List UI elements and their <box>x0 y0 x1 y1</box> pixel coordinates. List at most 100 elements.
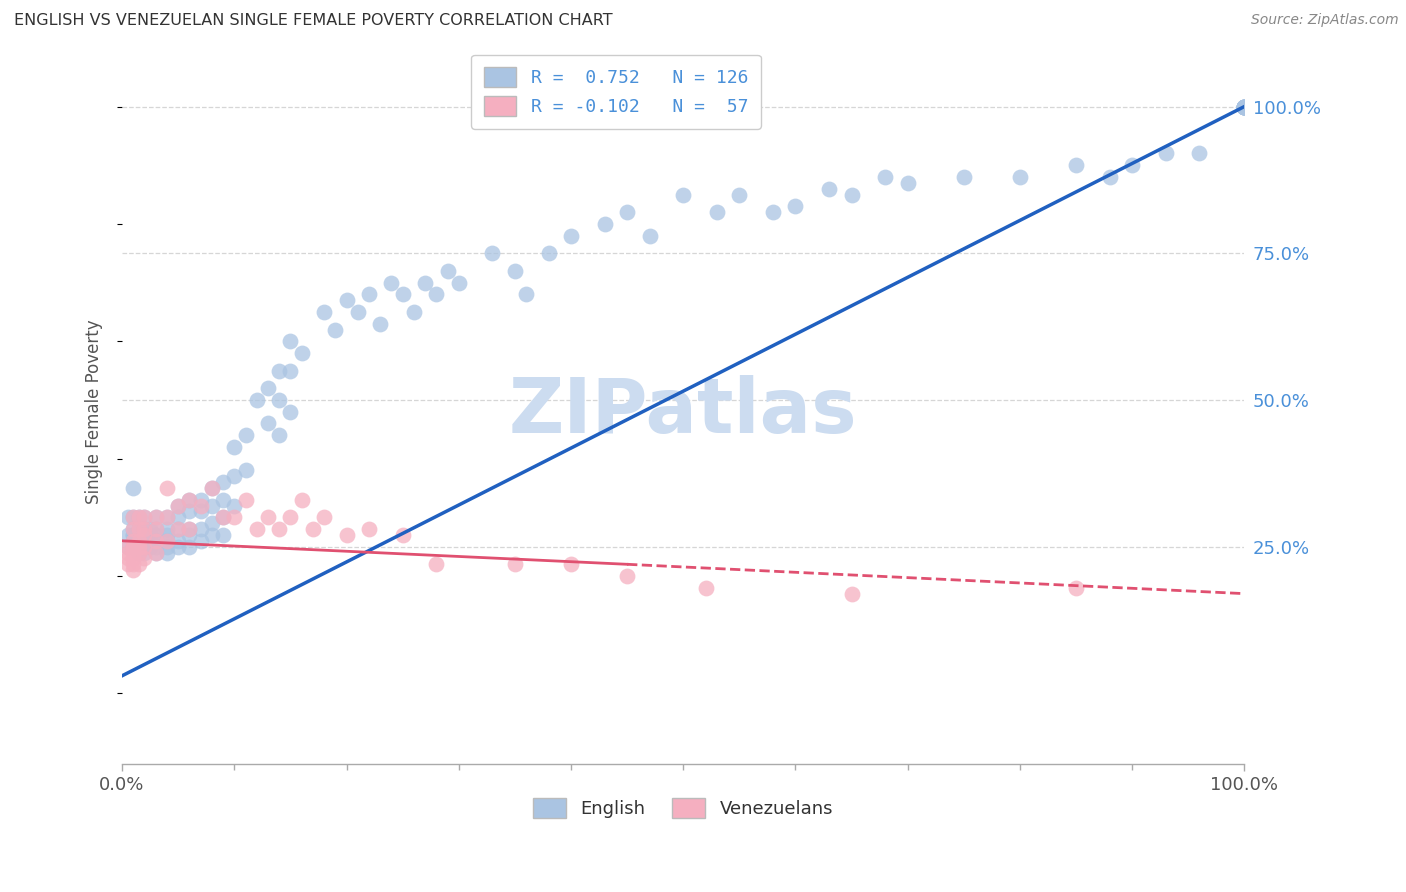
Point <box>357 522 380 536</box>
Point <box>897 176 920 190</box>
Point <box>139 522 162 536</box>
Point <box>1233 99 1256 113</box>
Point <box>122 558 145 572</box>
Point <box>269 392 291 407</box>
Point <box>128 533 150 548</box>
Point <box>167 522 190 536</box>
Point <box>145 533 167 548</box>
Point <box>503 264 526 278</box>
Point <box>179 522 201 536</box>
Point <box>323 322 346 336</box>
Point <box>167 540 190 554</box>
Point <box>638 228 661 243</box>
Point <box>515 287 537 301</box>
Point <box>212 510 235 524</box>
Point <box>1233 99 1256 113</box>
Point <box>593 217 616 231</box>
Point <box>179 522 201 536</box>
Point <box>818 182 841 196</box>
Point <box>139 528 162 542</box>
Point <box>122 533 145 548</box>
Point <box>280 334 302 349</box>
Point <box>841 187 863 202</box>
Point <box>167 499 190 513</box>
Point <box>785 199 807 213</box>
Point <box>179 528 201 542</box>
Point <box>1098 169 1121 184</box>
Point <box>616 205 638 219</box>
Point <box>695 581 717 595</box>
Point <box>167 533 190 548</box>
Point <box>346 305 368 319</box>
Point <box>291 346 314 360</box>
Point <box>952 169 974 184</box>
Point <box>280 405 302 419</box>
Point <box>167 510 190 524</box>
Point <box>335 528 357 542</box>
Point <box>425 558 447 572</box>
Point <box>156 533 179 548</box>
Point <box>122 510 145 524</box>
Point <box>156 533 179 548</box>
Point <box>145 545 167 559</box>
Point <box>134 533 156 548</box>
Point <box>1233 99 1256 113</box>
Point <box>291 492 314 507</box>
Point <box>201 481 224 495</box>
Point <box>145 540 167 554</box>
Point <box>560 228 582 243</box>
Point <box>762 205 785 219</box>
Point <box>875 169 897 184</box>
Point <box>156 510 179 524</box>
Point <box>1233 99 1256 113</box>
Point <box>122 528 145 542</box>
Point <box>134 533 156 548</box>
Point <box>1233 99 1256 113</box>
Point <box>122 528 145 542</box>
Point <box>122 540 145 554</box>
Point <box>728 187 751 202</box>
Y-axis label: Single Female Poverty: Single Female Poverty <box>86 319 103 504</box>
Point <box>179 504 201 518</box>
Point <box>402 305 425 319</box>
Point <box>117 540 139 554</box>
Point <box>156 540 179 554</box>
Point <box>139 540 162 554</box>
Point <box>280 364 302 378</box>
Point <box>128 522 150 536</box>
Point <box>122 533 145 548</box>
Point <box>117 540 139 554</box>
Point <box>122 481 145 495</box>
Point <box>134 510 156 524</box>
Point <box>436 264 458 278</box>
Point <box>122 533 145 548</box>
Point <box>134 540 156 554</box>
Point <box>1154 146 1177 161</box>
Point <box>145 528 167 542</box>
Point <box>145 522 167 536</box>
Point <box>224 440 246 454</box>
Point <box>122 522 145 536</box>
Point <box>122 551 145 566</box>
Point <box>1233 99 1256 113</box>
Point <box>212 475 235 490</box>
Point <box>122 540 145 554</box>
Point <box>128 533 150 548</box>
Point <box>481 246 503 260</box>
Point <box>257 417 280 431</box>
Point <box>257 510 280 524</box>
Point <box>269 428 291 442</box>
Point <box>190 522 212 536</box>
Point <box>190 533 212 548</box>
Point <box>235 492 257 507</box>
Point <box>145 522 167 536</box>
Point <box>145 545 167 559</box>
Point <box>156 481 179 495</box>
Point <box>560 558 582 572</box>
Point <box>190 492 212 507</box>
Point <box>134 522 156 536</box>
Text: Source: ZipAtlas.com: Source: ZipAtlas.com <box>1251 13 1399 28</box>
Point <box>1233 99 1256 113</box>
Point <box>391 287 413 301</box>
Point <box>117 510 139 524</box>
